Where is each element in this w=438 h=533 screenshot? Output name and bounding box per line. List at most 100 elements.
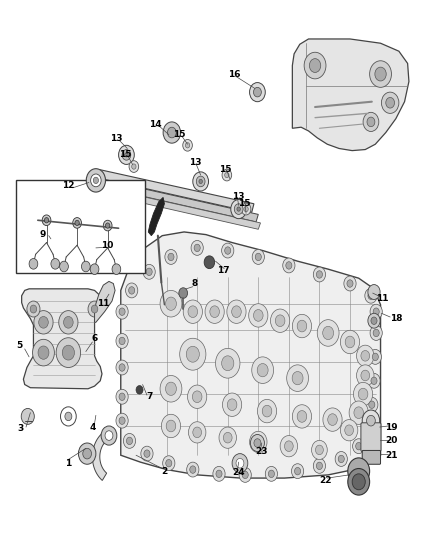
Circle shape bbox=[280, 435, 297, 457]
Circle shape bbox=[193, 172, 208, 191]
Circle shape bbox=[187, 385, 207, 408]
Circle shape bbox=[344, 276, 356, 291]
Circle shape bbox=[146, 268, 152, 276]
Circle shape bbox=[250, 83, 265, 102]
Circle shape bbox=[160, 290, 182, 317]
Circle shape bbox=[190, 466, 196, 473]
Circle shape bbox=[126, 283, 138, 298]
Circle shape bbox=[219, 427, 237, 448]
Circle shape bbox=[162, 456, 175, 471]
Circle shape bbox=[251, 434, 265, 451]
Circle shape bbox=[163, 122, 180, 143]
Circle shape bbox=[166, 420, 176, 432]
Circle shape bbox=[368, 313, 380, 328]
Circle shape bbox=[205, 300, 224, 324]
Circle shape bbox=[340, 419, 358, 441]
Circle shape bbox=[225, 247, 231, 254]
Circle shape bbox=[255, 253, 261, 261]
Circle shape bbox=[119, 308, 125, 316]
Circle shape bbox=[345, 336, 355, 348]
Circle shape bbox=[353, 439, 365, 454]
Circle shape bbox=[363, 112, 379, 132]
Circle shape bbox=[210, 306, 219, 318]
Text: 7: 7 bbox=[146, 392, 152, 401]
Text: 15: 15 bbox=[173, 130, 186, 139]
Circle shape bbox=[44, 217, 49, 223]
Polygon shape bbox=[148, 197, 164, 236]
Circle shape bbox=[101, 426, 117, 445]
Circle shape bbox=[292, 405, 311, 428]
Text: 13: 13 bbox=[189, 158, 201, 167]
Circle shape bbox=[119, 146, 134, 165]
Circle shape bbox=[103, 220, 112, 231]
Circle shape bbox=[370, 304, 382, 319]
Circle shape bbox=[186, 346, 199, 362]
Polygon shape bbox=[21, 289, 102, 389]
Circle shape bbox=[64, 317, 73, 328]
Circle shape bbox=[292, 314, 311, 338]
Circle shape bbox=[119, 393, 125, 400]
Circle shape bbox=[250, 431, 267, 453]
Polygon shape bbox=[95, 281, 115, 322]
Circle shape bbox=[370, 61, 392, 87]
Circle shape bbox=[373, 329, 379, 337]
Circle shape bbox=[129, 161, 139, 172]
Circle shape bbox=[38, 346, 49, 359]
Circle shape bbox=[362, 410, 380, 431]
Circle shape bbox=[192, 391, 202, 402]
Text: 24: 24 bbox=[232, 469, 245, 477]
Bar bbox=[16, 180, 145, 273]
Circle shape bbox=[313, 458, 325, 473]
Circle shape bbox=[237, 207, 240, 211]
Circle shape bbox=[81, 261, 90, 272]
Circle shape bbox=[29, 259, 38, 269]
Circle shape bbox=[188, 422, 206, 443]
Circle shape bbox=[366, 397, 378, 412]
Text: 1: 1 bbox=[65, 459, 71, 467]
Circle shape bbox=[371, 377, 377, 384]
Circle shape bbox=[283, 258, 295, 273]
Circle shape bbox=[268, 470, 275, 478]
Circle shape bbox=[86, 168, 106, 192]
Circle shape bbox=[187, 462, 199, 477]
Circle shape bbox=[309, 59, 321, 72]
Circle shape bbox=[116, 304, 128, 319]
Circle shape bbox=[116, 389, 128, 404]
Circle shape bbox=[373, 308, 379, 316]
Text: 17: 17 bbox=[217, 266, 230, 275]
Polygon shape bbox=[292, 39, 409, 151]
Circle shape bbox=[357, 365, 374, 386]
Circle shape bbox=[354, 407, 364, 418]
Circle shape bbox=[161, 414, 180, 438]
Circle shape bbox=[361, 421, 374, 436]
Circle shape bbox=[166, 297, 177, 310]
Text: 12: 12 bbox=[62, 181, 74, 190]
Circle shape bbox=[254, 437, 263, 447]
Text: 10: 10 bbox=[102, 241, 114, 250]
Circle shape bbox=[254, 439, 261, 447]
Circle shape bbox=[119, 364, 125, 371]
Text: 23: 23 bbox=[255, 447, 268, 456]
Circle shape bbox=[368, 373, 380, 388]
Circle shape bbox=[167, 127, 176, 138]
Circle shape bbox=[116, 413, 128, 428]
Circle shape bbox=[62, 345, 74, 360]
Circle shape bbox=[59, 311, 78, 334]
Text: 5: 5 bbox=[16, 341, 22, 350]
Circle shape bbox=[42, 215, 51, 225]
Circle shape bbox=[166, 459, 172, 467]
Text: 16: 16 bbox=[228, 70, 240, 78]
Circle shape bbox=[287, 365, 308, 391]
Circle shape bbox=[232, 306, 241, 318]
Circle shape bbox=[32, 340, 54, 366]
Text: 22: 22 bbox=[320, 476, 332, 484]
Circle shape bbox=[357, 345, 374, 367]
Polygon shape bbox=[121, 232, 381, 478]
Circle shape bbox=[73, 217, 81, 228]
Circle shape bbox=[27, 301, 40, 317]
Circle shape bbox=[265, 466, 278, 481]
Circle shape bbox=[127, 437, 133, 445]
Circle shape bbox=[297, 320, 307, 332]
Circle shape bbox=[316, 462, 322, 470]
Circle shape bbox=[168, 253, 174, 261]
